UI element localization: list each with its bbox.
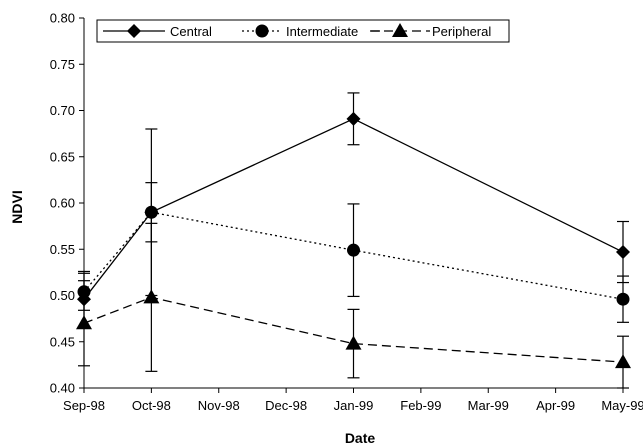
data-point-peripheral bbox=[143, 289, 160, 304]
x-tick-label: Oct-98 bbox=[132, 398, 171, 413]
legend-marker-intermediate bbox=[255, 24, 269, 38]
x-tick-label: Nov-98 bbox=[198, 398, 240, 413]
x-axis-ticks: Sep-98 Oct-98 Nov-98 Dec-98 Jan-99 Feb-99 Mar-… bbox=[63, 388, 643, 413]
x-axis-title: Date bbox=[345, 430, 376, 446]
x-tick-label: Dec-98 bbox=[265, 398, 307, 413]
y-axis-ticks: 0.80 0.75 0.70 0.65 0.60 0.55 0.50 0.45 0.40 bbox=[50, 11, 84, 396]
legend: Central Intermediate Peripheral bbox=[96, 19, 510, 43]
data-point-central bbox=[346, 111, 361, 126]
legend-marker-peripheral bbox=[392, 23, 408, 37]
y-tick-label: 0.60 bbox=[50, 196, 75, 211]
y-axis-title: NDVI bbox=[9, 190, 25, 223]
y-tick-label: 0.80 bbox=[50, 11, 75, 26]
y-tick-label: 0.40 bbox=[50, 381, 75, 396]
legend-label-intermediate: Intermediate bbox=[286, 24, 358, 39]
y-tick-label: 0.75 bbox=[50, 57, 75, 72]
series-line-peripheral bbox=[83, 296, 624, 363]
y-tick-label: 0.50 bbox=[50, 288, 75, 303]
data-point-intermediate bbox=[347, 243, 360, 257]
x-tick-label: Jan-99 bbox=[334, 398, 374, 413]
series-peripheral bbox=[76, 222, 631, 389]
series-line-intermediate bbox=[83, 211, 624, 300]
y-tick-label: 0.55 bbox=[50, 242, 75, 257]
y-tick-label: 0.70 bbox=[50, 103, 75, 118]
x-tick-label: Apr-99 bbox=[536, 398, 575, 413]
legend-label-peripheral: Peripheral bbox=[432, 24, 491, 39]
x-tick-label: Sep-98 bbox=[63, 398, 105, 413]
series-layer bbox=[76, 92, 631, 389]
x-tick-label: Mar-99 bbox=[468, 398, 509, 413]
x-tick-label: May-99 bbox=[601, 398, 643, 413]
y-tick-label: 0.45 bbox=[50, 334, 75, 349]
legend-marker-central bbox=[127, 24, 141, 38]
y-tick-label: 0.65 bbox=[50, 149, 75, 164]
data-point-peripheral bbox=[76, 315, 92, 330]
x-tick-label: Feb-99 bbox=[400, 398, 441, 413]
data-point-central bbox=[616, 245, 630, 260]
data-point-peripheral bbox=[615, 354, 631, 369]
series-line-central bbox=[83, 118, 624, 300]
legend-label-central: Central bbox=[170, 24, 212, 39]
series-intermediate bbox=[77, 182, 630, 323]
data-point-intermediate bbox=[616, 292, 630, 306]
data-point-peripheral bbox=[345, 335, 362, 350]
data-point-intermediate bbox=[144, 205, 158, 219]
